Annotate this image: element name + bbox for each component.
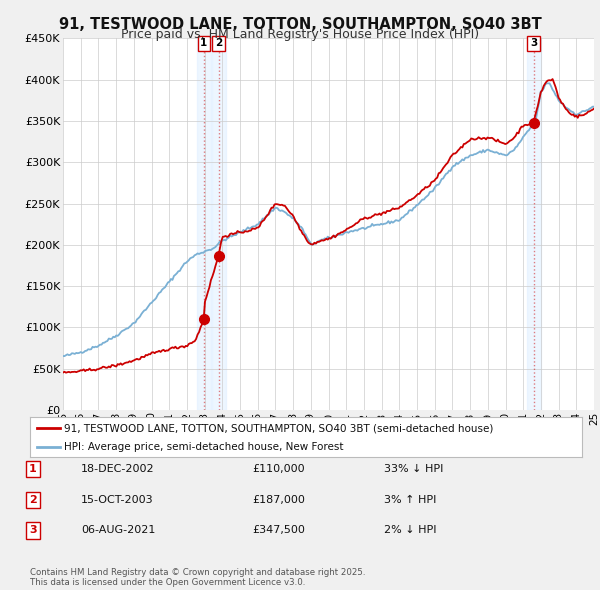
Text: 3% ↑ HPI: 3% ↑ HPI [384, 495, 436, 504]
Text: 1: 1 [200, 38, 208, 48]
Text: 06-AUG-2021: 06-AUG-2021 [81, 526, 155, 535]
Text: Price paid vs. HM Land Registry's House Price Index (HPI): Price paid vs. HM Land Registry's House … [121, 28, 479, 41]
Text: 91, TESTWOOD LANE, TOTTON, SOUTHAMPTON, SO40 3BT: 91, TESTWOOD LANE, TOTTON, SOUTHAMPTON, … [59, 17, 541, 31]
Text: 2% ↓ HPI: 2% ↓ HPI [384, 526, 437, 535]
Text: 91, TESTWOOD LANE, TOTTON, SOUTHAMPTON, SO40 3BT (semi-detached house): 91, TESTWOOD LANE, TOTTON, SOUTHAMPTON, … [64, 424, 494, 434]
Text: 33% ↓ HPI: 33% ↓ HPI [384, 464, 443, 474]
Text: 3: 3 [530, 38, 537, 48]
Text: £187,000: £187,000 [252, 495, 305, 504]
Text: 1: 1 [29, 464, 37, 474]
Bar [197, 38, 211, 410]
Bar [527, 38, 541, 410]
Text: HPI: Average price, semi-detached house, New Forest: HPI: Average price, semi-detached house,… [64, 442, 344, 452]
Text: 15-OCT-2003: 15-OCT-2003 [81, 495, 154, 504]
Text: 2: 2 [215, 38, 222, 48]
Text: £347,500: £347,500 [252, 526, 305, 535]
Text: Contains HM Land Registry data © Crown copyright and database right 2025.
This d: Contains HM Land Registry data © Crown c… [30, 568, 365, 587]
Text: £110,000: £110,000 [252, 464, 305, 474]
Text: 3: 3 [29, 526, 37, 535]
Bar [212, 38, 226, 410]
Text: 2: 2 [29, 495, 37, 504]
Text: 18-DEC-2002: 18-DEC-2002 [81, 464, 155, 474]
